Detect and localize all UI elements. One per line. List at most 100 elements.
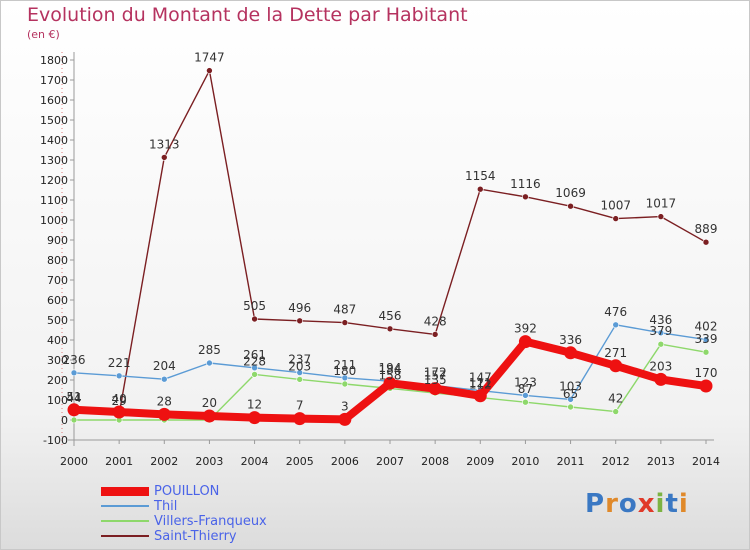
legend-swatch — [101, 535, 149, 537]
data-point — [296, 369, 304, 376]
legend-label: Saint-Thierry — [154, 529, 237, 544]
data-label: 158 — [379, 368, 402, 382]
y-tick-label: 700 — [47, 274, 68, 287]
legend-swatch — [101, 520, 149, 522]
data-point — [160, 375, 168, 383]
chart-title: Evolution du Montant de la Dette par Hab… — [27, 4, 468, 26]
logo-letter: x — [637, 489, 656, 519]
data-label: 1154 — [465, 169, 496, 183]
data-label: 87 — [518, 382, 533, 396]
y-tick-label: 300 — [47, 354, 68, 367]
data-point — [338, 412, 352, 426]
y-tick-label: 400 — [47, 334, 68, 347]
data-label: 20 — [202, 396, 217, 410]
data-label: 487 — [333, 303, 356, 317]
x-tick-label: 2005 — [286, 455, 314, 468]
data-label: 103 — [559, 379, 582, 393]
data-label: 12 — [247, 398, 262, 412]
data-point — [473, 389, 487, 403]
data-point — [522, 398, 529, 406]
data-point — [67, 403, 81, 417]
data-label: 147 — [469, 371, 492, 385]
data-label: 170 — [695, 366, 718, 380]
data-label: 157 — [424, 369, 447, 383]
proxiti-logo: Proxiti — [585, 489, 689, 519]
data-label: 237 — [288, 353, 311, 367]
data-point — [522, 392, 529, 399]
data-point — [567, 202, 574, 210]
data-point — [702, 238, 710, 246]
data-label: 336 — [559, 333, 582, 347]
x-tick-label: 2013 — [647, 455, 675, 468]
data-point — [112, 405, 126, 419]
data-point — [341, 380, 349, 388]
logo-letter: P — [585, 489, 606, 519]
legend-label: POUILLON — [154, 484, 220, 499]
logo-letter: t — [665, 489, 679, 519]
data-point — [383, 376, 397, 390]
legend-swatch — [101, 487, 149, 496]
x-tick-label: 2004 — [241, 455, 269, 468]
legend-label: Villers-Franqueux — [154, 514, 267, 529]
data-point — [657, 329, 665, 337]
data-point — [567, 403, 574, 411]
data-label: 184 — [379, 363, 402, 377]
data-point — [702, 336, 710, 343]
y-tick-label: 1800 — [40, 54, 68, 67]
data-point — [341, 374, 349, 382]
logo-letter: r — [605, 489, 619, 519]
data-point — [699, 379, 713, 393]
data-point — [251, 371, 258, 378]
y-tick-label: 1300 — [40, 154, 68, 167]
y-tick-label: 800 — [47, 254, 68, 267]
data-point — [70, 416, 78, 424]
data-point — [115, 372, 123, 380]
data-point — [386, 325, 394, 333]
x-tick-label: 2012 — [602, 455, 630, 468]
data-point — [522, 193, 529, 201]
data-label: 456 — [379, 309, 402, 323]
data-point — [431, 331, 439, 338]
data-label: 44 — [66, 391, 81, 405]
y-tick-label: 200 — [47, 374, 68, 387]
data-point — [476, 185, 484, 193]
data-point — [251, 315, 258, 323]
data-point — [296, 376, 304, 383]
data-label: 1116 — [510, 177, 541, 191]
data-label: 65 — [563, 387, 578, 401]
x-tick-label: 2009 — [466, 455, 494, 468]
legend-swatch — [101, 505, 149, 507]
data-point — [657, 213, 665, 220]
data-label: 121 — [469, 376, 492, 390]
y-tick-label: 1400 — [40, 134, 68, 147]
data-label: 204 — [153, 359, 176, 373]
data-label: 1069 — [555, 186, 586, 200]
data-point — [518, 335, 532, 349]
x-tick-label: 2008 — [421, 455, 449, 468]
data-point — [296, 317, 304, 325]
data-point — [612, 408, 620, 415]
data-label: 221 — [108, 356, 131, 370]
data-point — [428, 382, 442, 396]
y-tick-label: 0 — [61, 414, 68, 427]
data-point — [564, 346, 578, 360]
data-label: 1007 — [600, 199, 631, 213]
y-tick-label: 1200 — [40, 174, 68, 187]
data-label: 402 — [695, 320, 718, 334]
data-label: 29 — [112, 394, 127, 408]
data-label: 112 — [469, 378, 492, 392]
x-tick-label: 2014 — [692, 455, 720, 468]
data-point — [612, 215, 620, 222]
data-label: 123 — [514, 375, 537, 389]
y-tick-label: 600 — [47, 294, 68, 307]
x-tick-label: 2002 — [150, 455, 178, 468]
y-tick-label: 1500 — [40, 114, 68, 127]
data-label: 1313 — [149, 137, 180, 151]
data-point — [157, 407, 171, 421]
data-label: 135 — [424, 373, 447, 387]
data-label: 172 — [424, 366, 447, 380]
data-label: 194 — [379, 361, 402, 375]
data-point — [702, 348, 710, 356]
data-point — [654, 372, 668, 386]
